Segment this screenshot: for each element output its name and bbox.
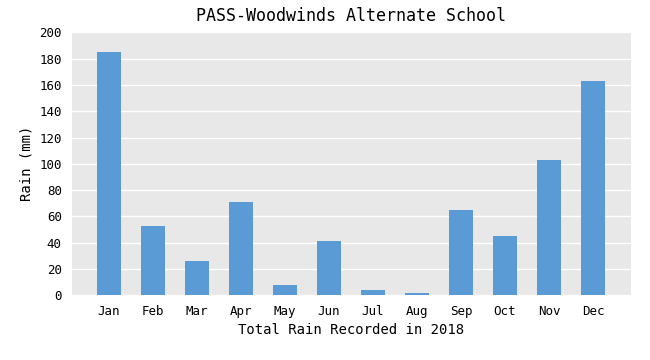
Bar — [273, 285, 297, 295]
Bar — [141, 226, 165, 295]
X-axis label: Total Rain Recorded in 2018: Total Rain Recorded in 2018 — [238, 324, 464, 337]
Bar — [405, 293, 429, 295]
Bar — [317, 241, 341, 295]
Bar — [97, 52, 121, 295]
Bar — [493, 236, 517, 295]
Title: PASS-Woodwinds Alternate School: PASS-Woodwinds Alternate School — [196, 7, 506, 25]
Bar — [449, 210, 473, 295]
Bar — [185, 261, 209, 295]
Y-axis label: Rain (mm): Rain (mm) — [20, 126, 34, 202]
Bar — [537, 160, 561, 295]
Bar — [229, 202, 253, 295]
Bar — [581, 81, 605, 295]
Bar — [361, 290, 385, 295]
